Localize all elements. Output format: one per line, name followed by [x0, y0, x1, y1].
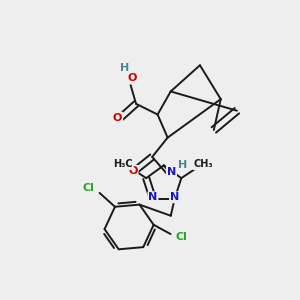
Text: N: N: [148, 192, 158, 202]
Text: N: N: [170, 192, 179, 202]
Text: H: H: [178, 160, 188, 170]
Text: O: O: [128, 73, 137, 82]
Text: O: O: [128, 166, 138, 176]
Text: N: N: [167, 167, 176, 176]
Text: Cl: Cl: [176, 232, 187, 242]
Text: O: O: [113, 112, 122, 123]
Text: H: H: [120, 63, 129, 73]
Text: CH₃: CH₃: [193, 159, 213, 169]
Text: Cl: Cl: [83, 183, 95, 193]
Text: H₃C: H₃C: [113, 159, 133, 169]
